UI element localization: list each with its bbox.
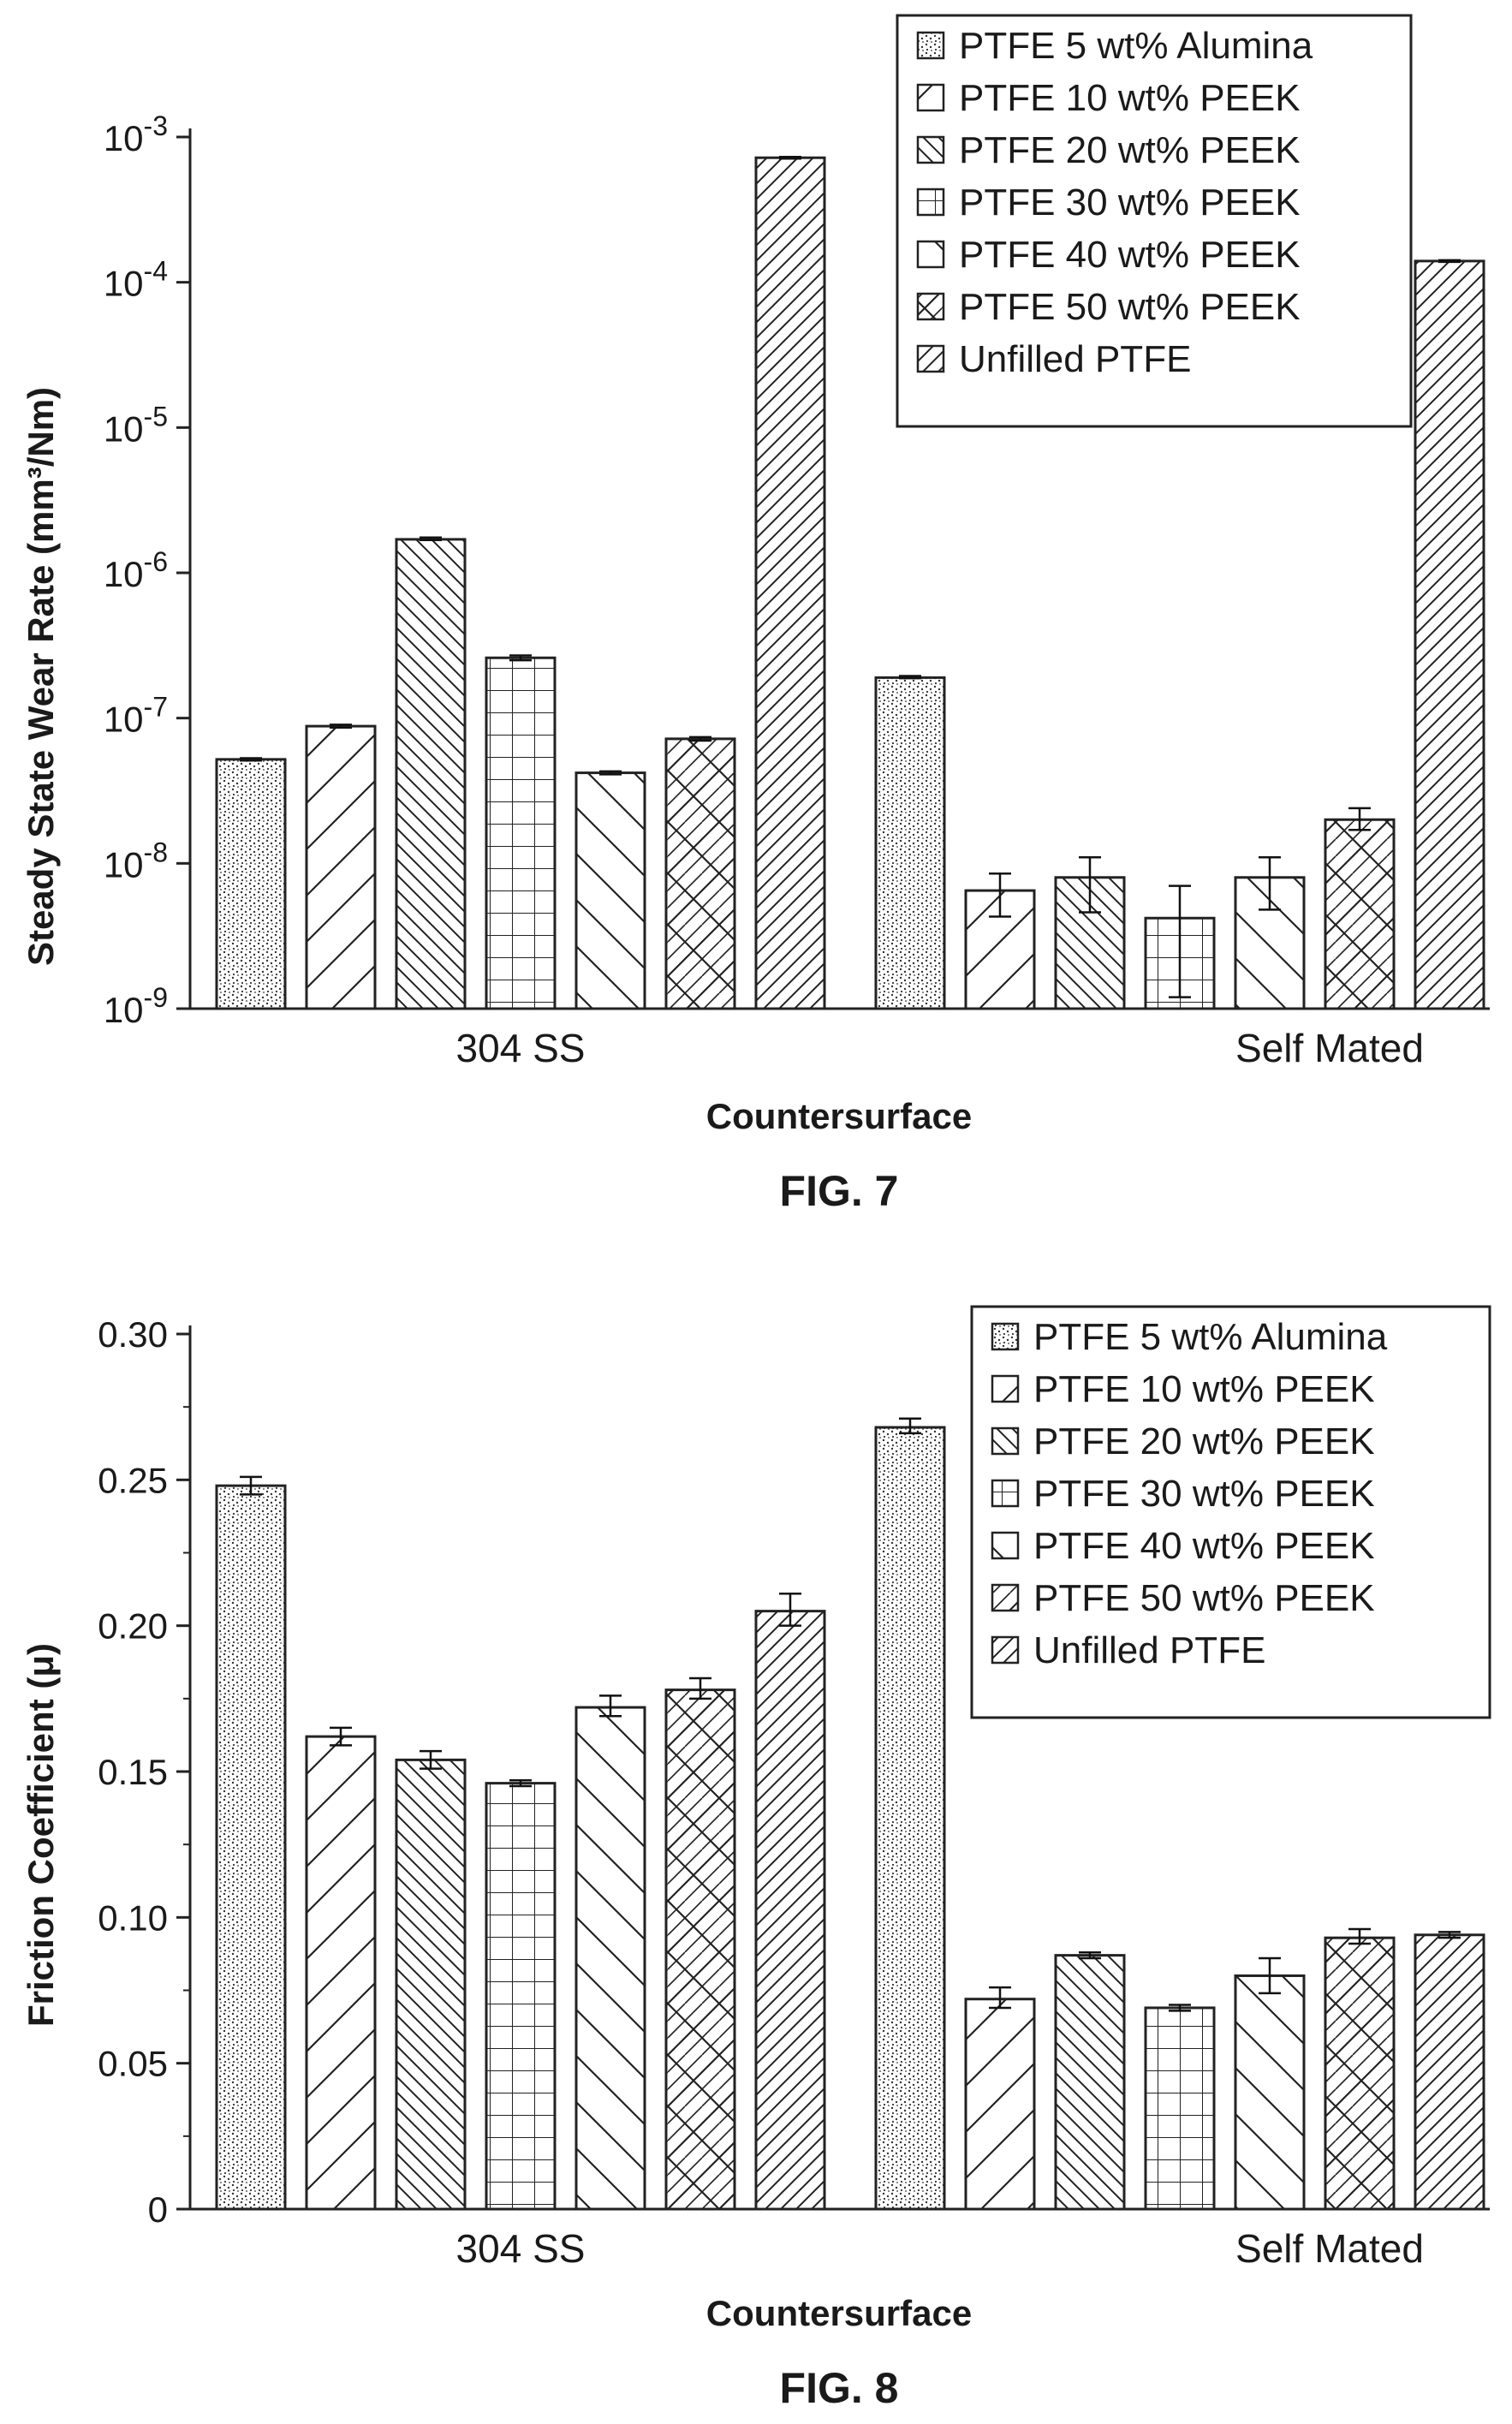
legend-entry: PTFE 5 wt% Alumina (1033, 1316, 1388, 1358)
x-tick-label: Self Mated (1235, 2226, 1424, 2271)
legend-entry: Unfilled PTFE (959, 338, 1191, 380)
x-tick-label: Self Mated (1235, 1026, 1424, 1070)
bar (574, 1706, 646, 2211)
legend: PTFE 5 wt% Alumina PTFE 10 wt% PEEK PTFE 2… (970, 1305, 1491, 1719)
bar (1234, 1974, 1306, 2211)
bar (964, 1998, 1036, 2211)
y-tick-label: 0.30 (98, 1314, 168, 1355)
legend-swatch (991, 1322, 1020, 1351)
y-tick-label: 10-8 (104, 837, 168, 884)
legend-entry: PTFE 50 wt% PEEK (959, 286, 1301, 328)
bar (754, 156, 826, 1010)
legend-entry: PTFE 10 wt% PEEK (959, 77, 1301, 119)
bar (305, 1735, 377, 2211)
bar (485, 656, 557, 1010)
chart-x-axis-label: Countersurface (706, 1096, 972, 1136)
bar (395, 1758, 467, 2211)
bar (215, 1484, 287, 2211)
legend-swatch (991, 1426, 1020, 1456)
legend-swatch (916, 188, 945, 217)
y-tick-label: 0.20 (98, 1606, 168, 1647)
legend-swatch (916, 292, 945, 321)
legend-box (970, 1305, 1491, 1719)
bar (1414, 259, 1485, 1010)
bar (305, 724, 377, 1010)
legend-box (896, 14, 1413, 428)
legend-entry: Unfilled PTFE (1033, 1629, 1265, 1671)
legend: PTFE 5 wt% Alumina PTFE 10 wt% PEEK PTFE 2… (896, 14, 1413, 428)
bar (485, 1782, 557, 2211)
legend-entry: PTFE 30 wt% PEEK (959, 182, 1301, 223)
y-tick-label: 0.10 (98, 1897, 168, 1938)
legend-swatch (991, 1479, 1020, 1508)
legend-entry: PTFE 40 wt% PEEK (1033, 1525, 1375, 1567)
x-tick-label: 304 SS (456, 1026, 586, 1070)
figure-label: FIG. 7 (780, 1167, 899, 1215)
legend-entry: PTFE 20 wt% PEEK (1033, 1420, 1375, 1462)
legend-entry: PTFE 50 wt% PEEK (1033, 1577, 1375, 1619)
legend-entry: PTFE 5 wt% Alumina (959, 25, 1313, 67)
bar (664, 737, 736, 1010)
legend-swatch (916, 83, 945, 112)
bar (1324, 1936, 1396, 2211)
bar (964, 889, 1036, 1010)
y-tick-label: 0 (148, 2189, 168, 2230)
bar (1324, 818, 1396, 1010)
chart-y-axis-label: Friction Coefficient (μ) (21, 1643, 61, 2027)
legend-entry: PTFE 40 wt% PEEK (959, 234, 1301, 276)
bar (395, 538, 467, 1010)
y-tick-label: 10-4 (104, 256, 168, 304)
y-tick-label: 0.25 (98, 1460, 168, 1500)
bar (664, 1688, 736, 2211)
wear-rate-chart: Steady State Wear Rate (mm³/Nm) Counters… (21, 14, 1490, 1215)
legend-swatch (916, 344, 945, 373)
y-tick-label: 10-3 (104, 110, 168, 158)
y-tick-label: 0.05 (98, 2044, 168, 2084)
bar (1414, 1933, 1485, 2211)
bar (1054, 876, 1126, 1010)
legend-swatch (916, 240, 945, 269)
legend-swatch (991, 1635, 1020, 1665)
y-tick-label: 10-7 (104, 692, 168, 740)
legend-entry: PTFE 30 wt% PEEK (1033, 1473, 1375, 1515)
legend-swatch (916, 31, 945, 60)
y-tick-label: 0.15 (98, 1752, 168, 1792)
legend-swatch (991, 1374, 1020, 1403)
bar (574, 771, 646, 1010)
bar (215, 758, 287, 1010)
chart-x-axis-label: Countersurface (706, 2293, 972, 2333)
legend-swatch (991, 1583, 1020, 1612)
y-tick-label: 10-6 (104, 546, 168, 594)
x-tick-label: 304 SS (456, 2226, 586, 2271)
legend-entry: PTFE 10 wt% PEEK (1033, 1368, 1375, 1410)
bar (754, 1610, 826, 2211)
bar (1144, 2006, 1216, 2211)
bar (1054, 1954, 1126, 2211)
chart-y-axis-label: Steady State Wear Rate (mm³/Nm) (21, 387, 61, 966)
legend-swatch (991, 1531, 1020, 1560)
legend-swatch (916, 135, 945, 164)
y-tick-label: 10-9 (104, 982, 168, 1030)
figure-label: FIG. 8 (780, 2364, 899, 2412)
legend-entry: PTFE 20 wt% PEEK (959, 129, 1301, 171)
bar (874, 676, 946, 1010)
friction-coefficient-chart: Friction Coefficient (μ) Countersurface … (21, 1305, 1491, 2412)
y-tick-label: 10-5 (104, 401, 168, 449)
bar (874, 1426, 946, 2211)
